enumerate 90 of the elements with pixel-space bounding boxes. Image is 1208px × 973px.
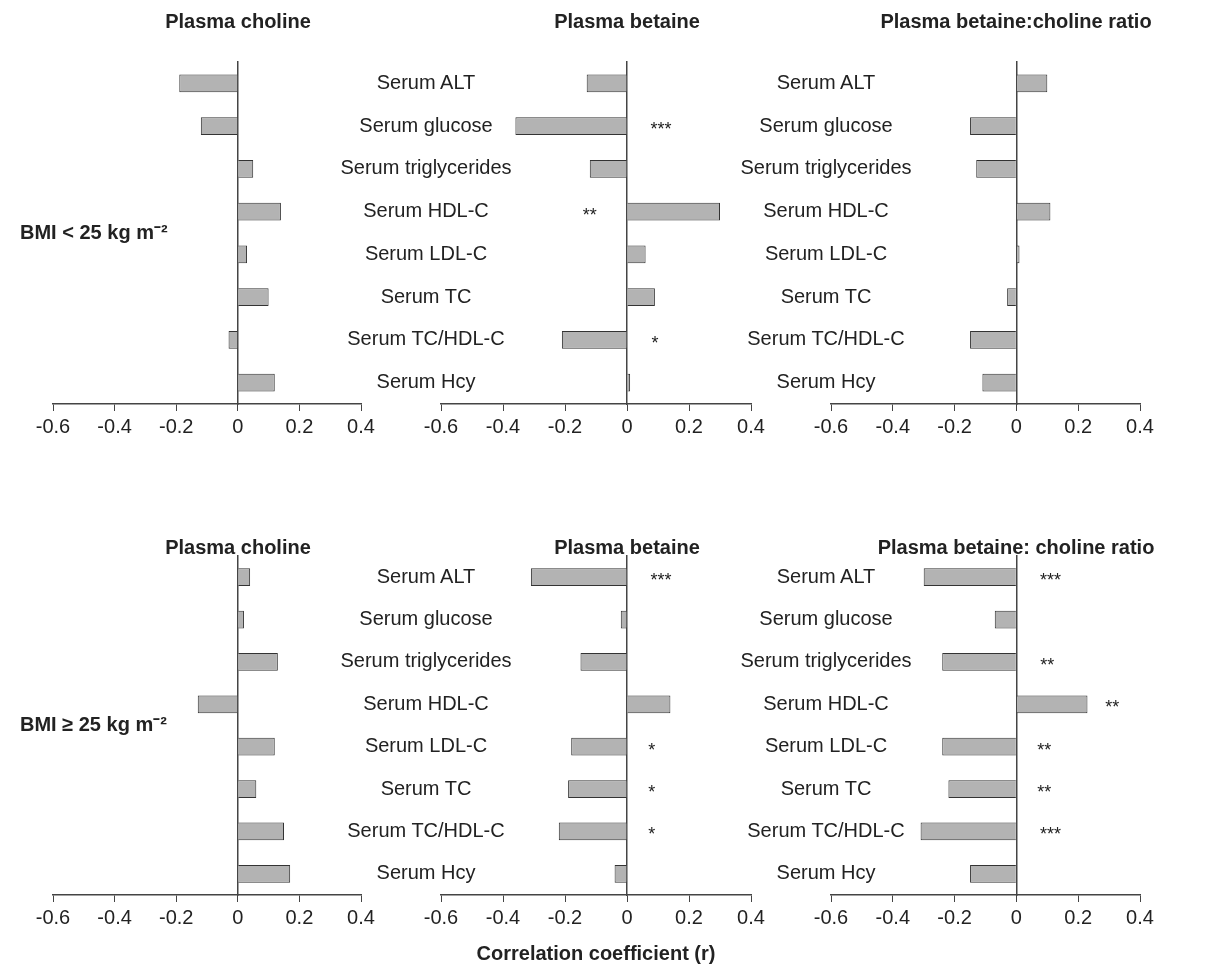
- annotation: ***: [1039, 824, 1061, 845]
- chart-title: Plasma betaine: [554, 9, 700, 32]
- y-tick-label: Serum TC/HDL-C: [347, 327, 505, 350]
- x-tick-label: 0.2: [1064, 905, 1093, 928]
- x-tick-label: 0: [1010, 905, 1022, 928]
- annotation: *: [651, 332, 659, 353]
- x-tick-label: -0.4: [875, 905, 911, 928]
- x-tick-label: -0.2: [937, 414, 972, 437]
- chart-title: Plasma betaine: [554, 535, 700, 558]
- x-tick-label: 0.2: [285, 905, 314, 928]
- y-tick-label: Serum Hcy: [776, 861, 876, 884]
- x-tick-label: -0.6: [423, 905, 459, 928]
- y-tick-label: Serum triglycerides: [740, 649, 912, 672]
- x-tick-label: -0.6: [423, 414, 459, 437]
- x-tick-label: 0.4: [1126, 905, 1154, 928]
- y-tick-label: Serum LDL-C: [364, 734, 488, 757]
- x-tick-label: -0.2: [547, 905, 583, 928]
- y-tick-label: Serum HDL-C: [363, 199, 489, 222]
- y-axis-title: BMI < 25 kg m⁻²: [20, 220, 168, 243]
- x-tick-label: -0.6: [813, 905, 849, 928]
- x-tick-label: -0.6: [35, 414, 71, 437]
- y-tick-label: Serum ALT: [776, 70, 876, 93]
- x-tick-label: 0.2: [675, 414, 703, 437]
- x-tick-label: 0: [232, 905, 244, 928]
- annotation: ***: [1039, 570, 1061, 591]
- y-tick-label: Serum Hcy: [776, 370, 876, 393]
- x-tick-label: -0.4: [97, 414, 132, 437]
- x-tick-label: 0.4: [347, 905, 375, 928]
- chart-title: Plasma choline: [165, 535, 311, 558]
- y-tick-label: Serum LDL-C: [764, 734, 888, 757]
- x-tick-label: 0: [621, 414, 633, 437]
- y-axis-title: BMI ≥ 25 kg m⁻²: [20, 713, 168, 736]
- y-tick-label: Serum triglycerides: [340, 649, 512, 672]
- annotation: **: [1037, 782, 1052, 803]
- x-tick-label: -0.4: [485, 414, 521, 437]
- y-tick-label: Serum glucose: [359, 113, 493, 136]
- x-tick-label: 0.4: [737, 905, 765, 928]
- y-tick-label: Serum TC/HDL-C: [347, 818, 505, 841]
- y-tick-label: Serum Hcy: [376, 370, 476, 393]
- y-tick-label: Serum ALT: [376, 564, 476, 587]
- annotation: **: [1037, 739, 1052, 760]
- x-axis-title: Correlation coefficient (r): [476, 941, 716, 964]
- x-tick-label: -0.4: [485, 905, 521, 928]
- annotation: **: [582, 204, 597, 225]
- x-tick-label: 0.2: [675, 905, 703, 928]
- y-tick-label: Serum TC: [780, 284, 872, 307]
- y-tick-label: Serum TC: [380, 284, 472, 307]
- y-tick-label: Serum triglycerides: [740, 156, 912, 179]
- chart-title: Plasma betaine:choline ratio: [880, 9, 1152, 32]
- y-tick-label: Serum ALT: [376, 70, 476, 93]
- y-tick-label: Serum Hcy: [376, 861, 476, 884]
- y-tick-label: Serum glucose: [759, 607, 893, 630]
- x-tick-label: 0.4: [1126, 414, 1154, 437]
- annotation: **: [1105, 697, 1120, 718]
- x-tick-label: -0.4: [875, 414, 911, 437]
- y-tick-label: Serum TC/HDL-C: [747, 327, 905, 350]
- x-tick-label: -0.4: [97, 905, 132, 928]
- y-tick-label: Serum LDL-C: [364, 241, 488, 264]
- annotation: ***: [650, 119, 672, 140]
- y-tick-label: Serum LDL-C: [764, 241, 888, 264]
- y-tick-label: Serum HDL-C: [763, 691, 889, 714]
- x-tick-label: -0.2: [547, 414, 583, 437]
- annotation: *: [648, 739, 656, 760]
- annotation: **: [1040, 654, 1055, 675]
- x-tick-label: -0.6: [813, 414, 849, 437]
- chart-title: Plasma choline: [165, 9, 311, 32]
- y-tick-label: Serum HDL-C: [763, 199, 889, 222]
- x-tick-label: 0.2: [1064, 414, 1093, 437]
- y-tick-label: Serum glucose: [359, 607, 493, 630]
- x-tick-label: 0: [621, 905, 633, 928]
- y-tick-label: Serum TC: [380, 776, 472, 799]
- x-tick-label: 0.2: [285, 414, 314, 437]
- y-tick-label: Serum TC: [780, 776, 872, 799]
- annotation: *: [648, 782, 656, 803]
- y-tick-label: Serum TC/HDL-C: [747, 818, 905, 841]
- annotation: ***: [650, 570, 672, 591]
- x-tick-label: -0.2: [158, 905, 194, 928]
- x-tick-label: 0: [232, 414, 244, 437]
- x-tick-label: 0: [1010, 414, 1022, 437]
- y-tick-label: Serum HDL-C: [363, 691, 489, 714]
- y-tick-label: Serum ALT: [776, 564, 876, 587]
- annotation: *: [648, 824, 656, 845]
- chart-title: Plasma betaine: choline ratio: [877, 535, 1155, 558]
- y-tick-label: Serum triglycerides: [340, 156, 512, 179]
- y-tick-label: Serum glucose: [759, 113, 893, 136]
- x-tick-label: -0.6: [35, 905, 71, 928]
- x-tick-label: -0.2: [937, 905, 972, 928]
- x-tick-label: 0.4: [737, 414, 765, 437]
- x-tick-label: 0.4: [347, 414, 375, 437]
- x-tick-label: -0.2: [158, 414, 194, 437]
